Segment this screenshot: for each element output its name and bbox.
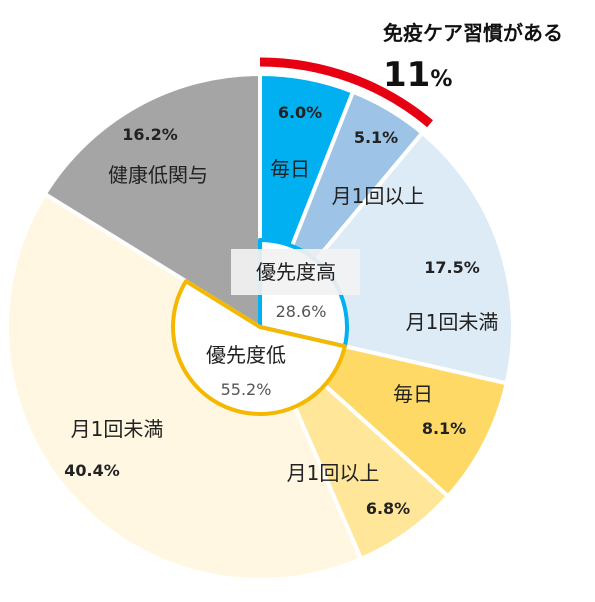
group-value-low: 55.2% bbox=[221, 380, 272, 399]
slice-value-monthly-high: 5.1% bbox=[354, 128, 398, 147]
callout-label: 免疫ケア習慣がある bbox=[383, 21, 563, 45]
slice-label-daily-low: 毎日 bbox=[393, 382, 433, 406]
group-label-high: 優先度高 bbox=[256, 260, 336, 284]
pie-slice-5 bbox=[5, 191, 364, 583]
slice-value-monthly-low: 6.8% bbox=[366, 499, 410, 518]
group-value-high: 28.6% bbox=[276, 302, 327, 321]
slice-label-monthly-low: 月1回以上 bbox=[287, 461, 380, 485]
slice-label-monthly-high: 月1回以上 bbox=[332, 184, 425, 208]
slice-label-rare-low: 月1回未満 bbox=[71, 417, 164, 441]
slice-label-low-involvement: 健康低関与 bbox=[108, 163, 208, 187]
callout-value: 11% bbox=[383, 55, 452, 95]
slice-label-daily-high: 毎日 bbox=[270, 157, 310, 181]
slice-value-daily-low: 8.1% bbox=[422, 419, 466, 438]
callout-unit: % bbox=[430, 67, 452, 92]
callout-arc bbox=[259, 57, 433, 128]
slice-value-rare-high: 17.5% bbox=[424, 258, 480, 277]
callout-number: 11 bbox=[383, 55, 430, 95]
group-high-label-bg bbox=[231, 249, 360, 295]
slice-value-low-involvement: 16.2% bbox=[122, 125, 178, 144]
slice-label-rare-high: 月1回未満 bbox=[406, 310, 499, 334]
labels-layer: 毎日 6.0% 月1回以上 5.1% 月1回未満 17.5% 毎日 8.1% 月… bbox=[64, 21, 563, 518]
pie-slice-6 bbox=[42, 71, 262, 331]
group-sector-1 bbox=[171, 279, 347, 416]
slice-value-daily-high: 6.0% bbox=[278, 103, 322, 122]
slice-value-rare-low: 40.4% bbox=[64, 461, 120, 480]
group-label-low: 優先度低 bbox=[206, 343, 286, 367]
